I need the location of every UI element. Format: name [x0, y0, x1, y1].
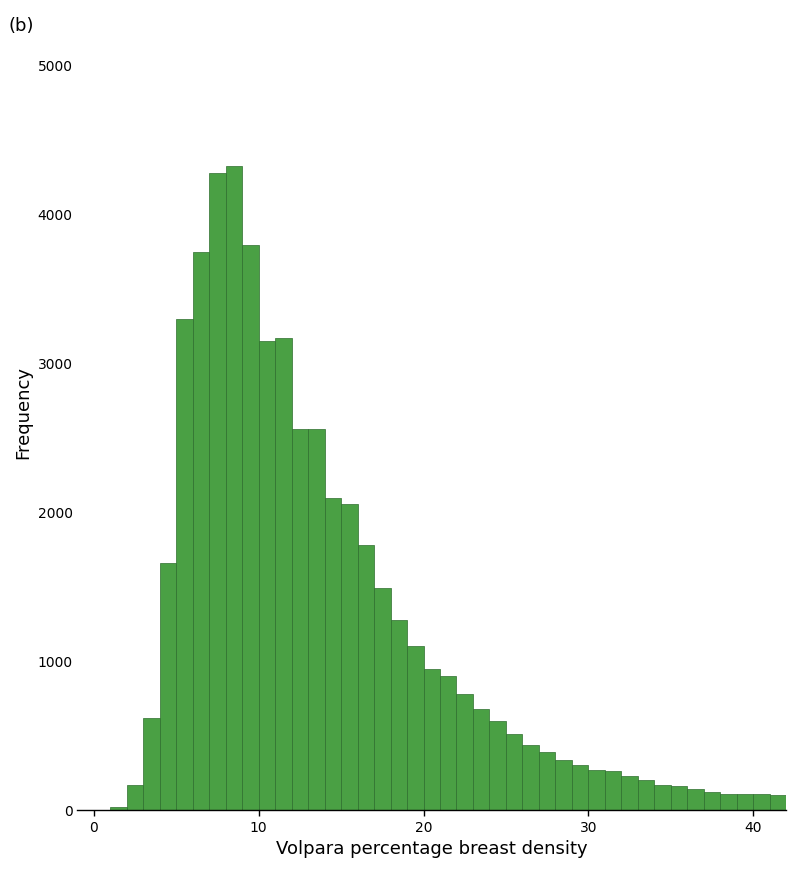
Bar — [522, 745, 539, 810]
Bar — [193, 252, 210, 810]
Bar — [341, 503, 358, 810]
Bar — [490, 721, 506, 810]
X-axis label: Volpara percentage breast density: Volpara percentage breast density — [276, 840, 587, 858]
Bar — [127, 785, 143, 810]
Bar — [770, 795, 786, 810]
Y-axis label: Frequency: Frequency — [14, 365, 32, 459]
Bar — [588, 770, 605, 810]
Bar — [440, 676, 457, 810]
Bar — [110, 807, 127, 810]
Bar — [539, 752, 555, 810]
Bar — [457, 694, 473, 810]
Bar — [670, 787, 687, 810]
Bar — [687, 789, 704, 810]
Bar — [555, 760, 572, 810]
Bar — [704, 793, 720, 810]
Bar — [308, 429, 325, 810]
Bar — [358, 545, 374, 810]
Bar — [160, 563, 176, 810]
Bar — [374, 589, 390, 810]
Bar — [226, 166, 242, 810]
Bar — [737, 794, 753, 810]
Bar — [605, 772, 622, 810]
Bar — [753, 794, 770, 810]
Bar — [654, 785, 670, 810]
Bar — [325, 498, 341, 810]
Bar — [292, 429, 308, 810]
Bar — [720, 794, 737, 810]
Bar — [506, 734, 522, 810]
Bar — [210, 174, 226, 810]
Bar — [258, 341, 275, 810]
Bar — [638, 780, 654, 810]
Bar — [275, 338, 292, 810]
Bar — [622, 776, 638, 810]
Bar — [143, 718, 160, 810]
Bar — [407, 646, 423, 810]
Text: (b): (b) — [8, 17, 34, 36]
Bar — [572, 766, 588, 810]
Bar — [786, 797, 800, 810]
Bar — [473, 709, 490, 810]
Bar — [176, 319, 193, 810]
Bar — [242, 244, 258, 810]
Bar — [390, 620, 407, 810]
Bar — [423, 669, 440, 810]
